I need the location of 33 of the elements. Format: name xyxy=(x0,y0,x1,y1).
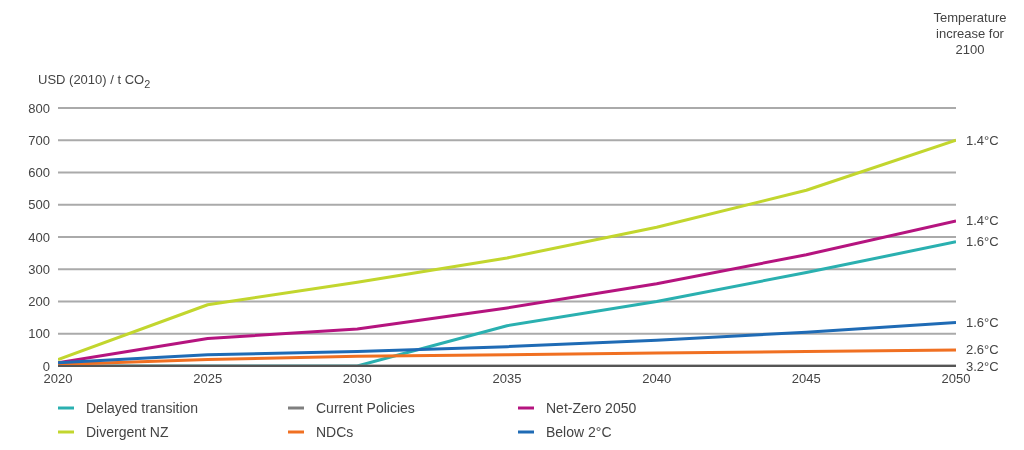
text: 1.4°C xyxy=(966,132,999,148)
legend-label: NDCs xyxy=(316,424,354,440)
legend-label: Current Policies xyxy=(316,400,415,416)
y-tick-label: 0 xyxy=(42,358,50,374)
y-tick-label: 500 xyxy=(28,197,50,213)
line-series xyxy=(58,348,956,366)
text: Temperature increase for 2100 xyxy=(932,10,1008,58)
text: 1.6°C xyxy=(966,234,999,250)
text: 1.4°C xyxy=(966,213,999,229)
legend-label: Net-Zero 2050 xyxy=(546,400,637,416)
y-tick-label: 400 xyxy=(28,229,50,245)
text: 2.6°C xyxy=(966,342,999,358)
line-series xyxy=(58,320,956,365)
legend-label: Delayed transition xyxy=(86,400,199,416)
legend-label: Divergent NZ xyxy=(86,424,169,440)
line-series xyxy=(58,138,956,362)
y-tick-label: 800 xyxy=(28,100,50,116)
legend-label: Below 2°C xyxy=(546,424,612,440)
x-tick-label: 2030 xyxy=(342,371,372,387)
x-tick-label: 2035 xyxy=(492,371,522,387)
x-tick-label: 2050 xyxy=(941,371,971,387)
text: 3.2°C xyxy=(966,358,999,374)
text: 1.6°C xyxy=(966,315,999,331)
x-tick-label: 2040 xyxy=(642,371,672,387)
y-tick-label: 100 xyxy=(28,326,50,342)
y-tick-label: 600 xyxy=(28,165,50,181)
x-tick-label: 2025 xyxy=(193,371,223,387)
y-axis-title: USD (2010) / t CO$_{2}$ xyxy=(38,72,151,90)
y-tick-label: 300 xyxy=(28,261,50,277)
x-tick-label: 2020 xyxy=(43,371,73,387)
y-tick-label: 200 xyxy=(28,294,50,310)
x-tick-label: 2045 xyxy=(791,371,821,387)
y-tick-label: 700 xyxy=(28,132,50,148)
